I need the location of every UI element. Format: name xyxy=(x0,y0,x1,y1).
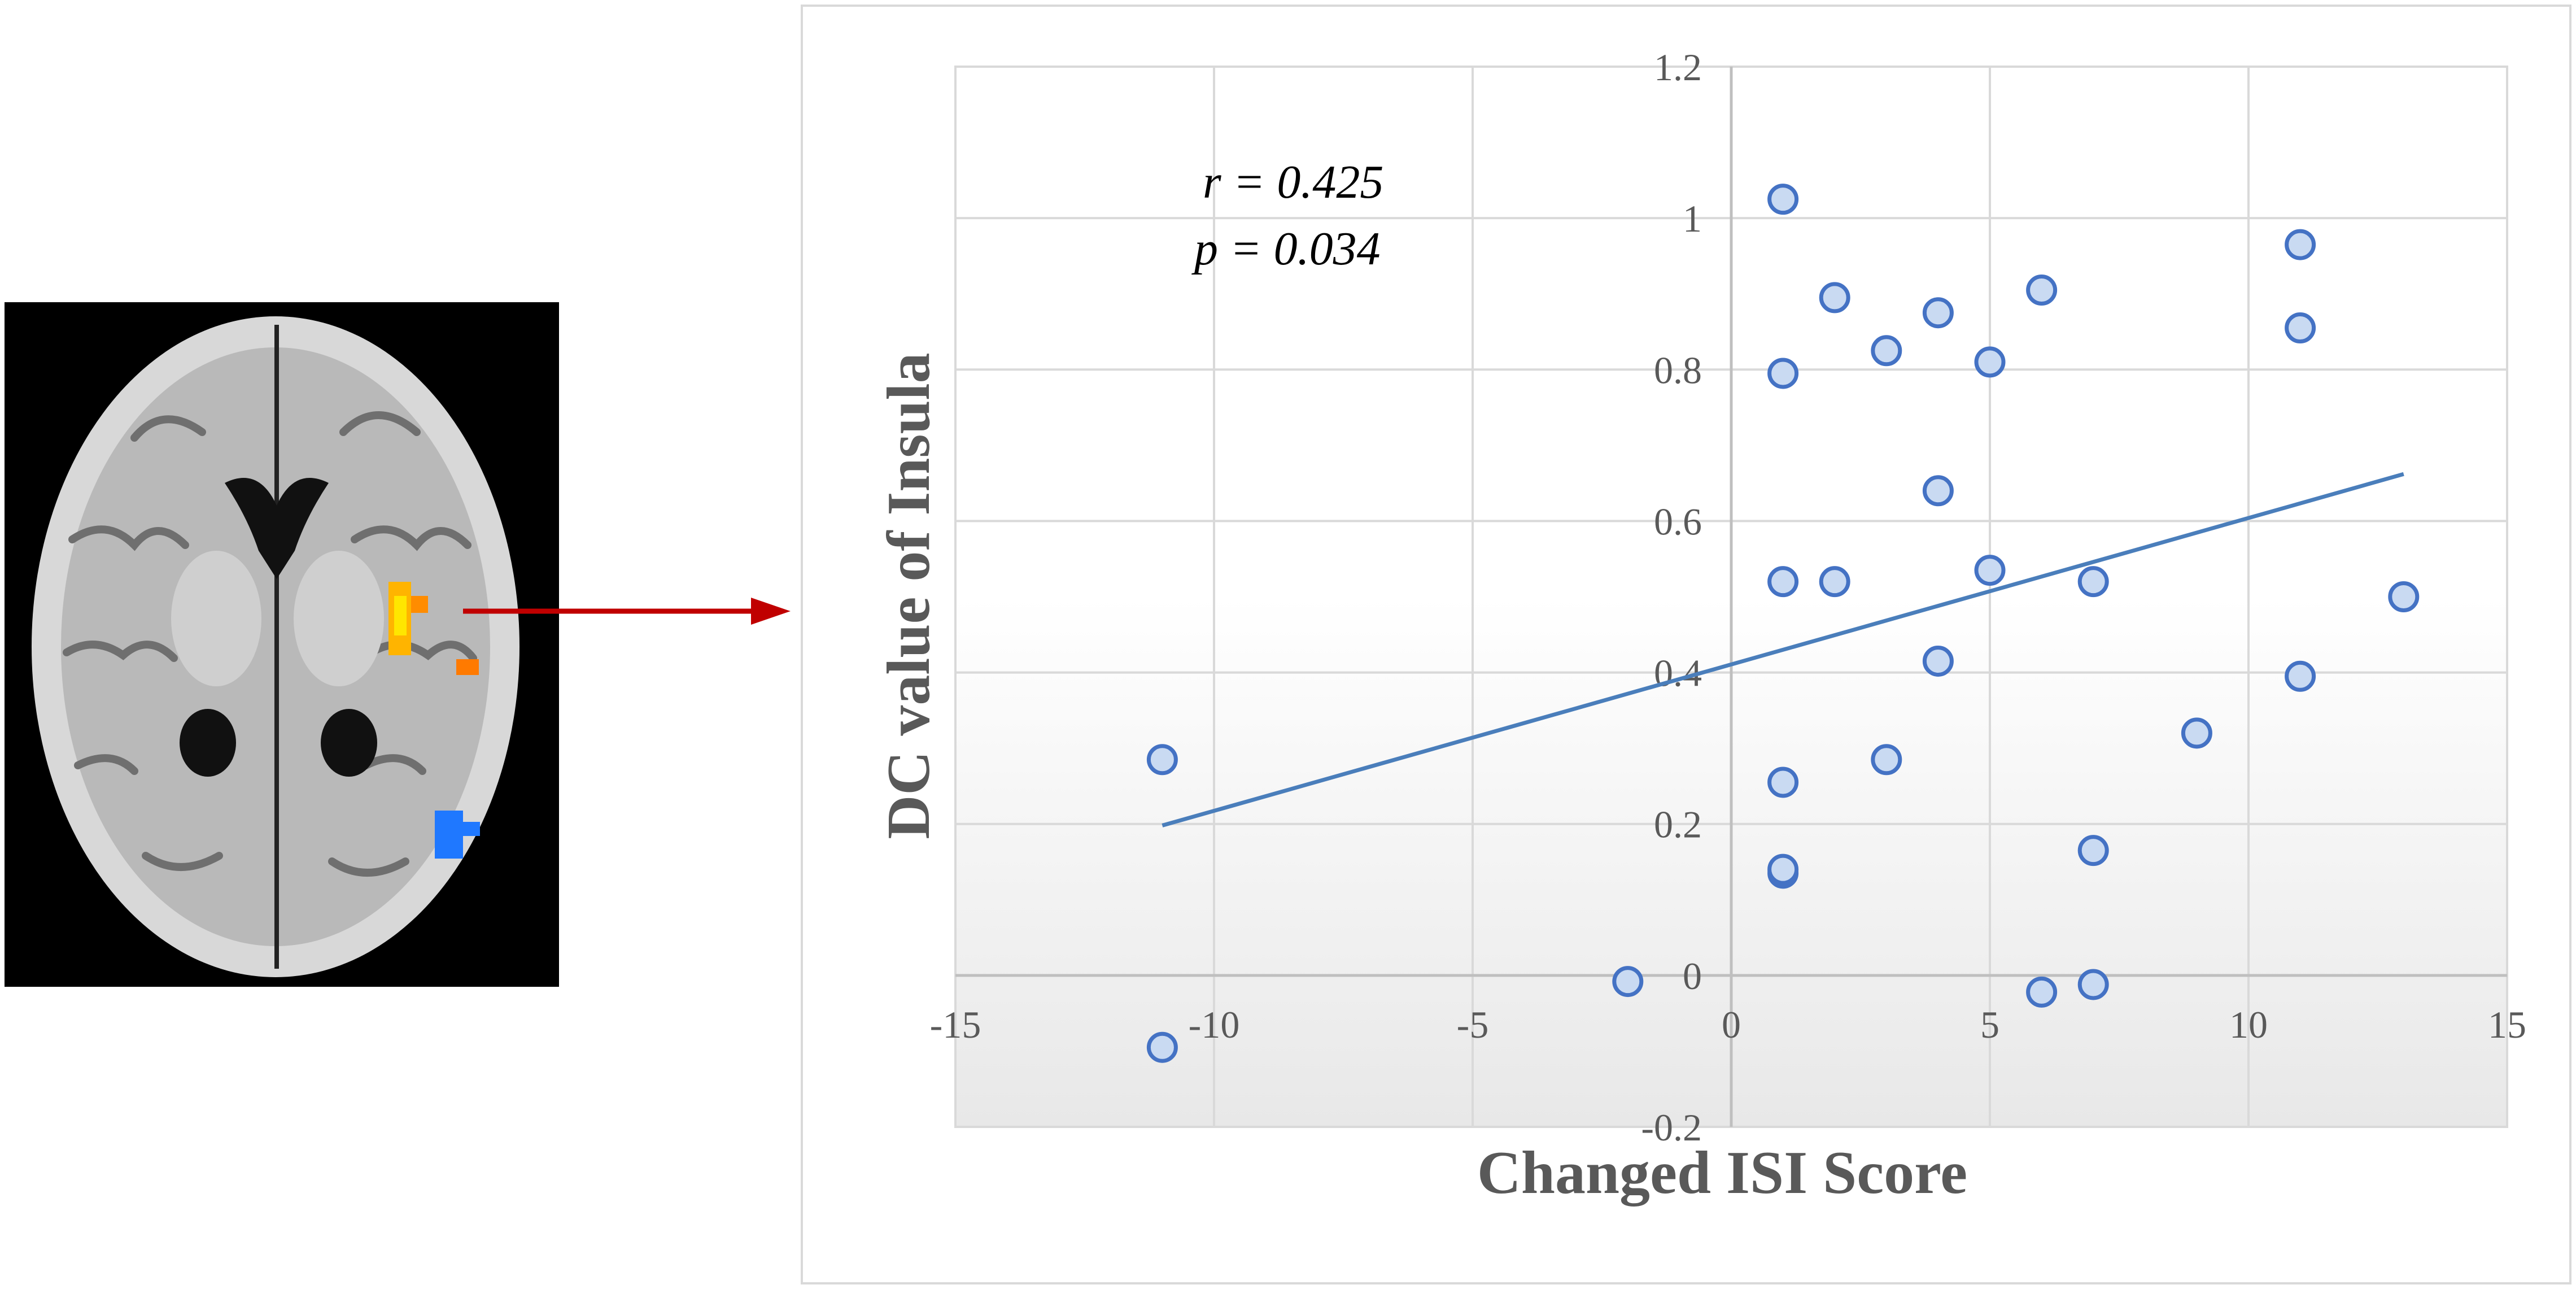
y-tick-label: -0.2 xyxy=(1641,1106,1702,1149)
posterior-ventricle-right xyxy=(321,709,377,777)
pointer-arrow-icon xyxy=(463,598,791,625)
right-thalamus xyxy=(294,551,384,686)
stat-p: p = 0.034 xyxy=(1191,223,1381,275)
data-point xyxy=(1819,282,1850,313)
trendline xyxy=(1162,472,2404,828)
x-tick-label: -15 xyxy=(930,1003,981,1046)
occipital-activation-cool xyxy=(435,811,480,859)
data-point xyxy=(1974,346,2006,378)
x-axis-tick-labels: -15 -10 -5 0 5 10 15 xyxy=(930,1003,2526,1046)
data-point xyxy=(1871,744,1902,776)
data-point xyxy=(2077,835,2109,866)
lateral-ventricles xyxy=(225,478,329,579)
x-tick-label: -5 xyxy=(1457,1003,1489,1046)
left-thalamus xyxy=(171,551,261,686)
x-tick-label: 5 xyxy=(1980,1003,1999,1046)
x-tick-label: -10 xyxy=(1189,1003,1240,1046)
data-point xyxy=(1767,184,1799,215)
axes xyxy=(955,67,2507,1127)
data-point xyxy=(2077,969,2109,1000)
data-point xyxy=(1767,358,1799,389)
x-tick-label: 0 xyxy=(1722,1003,1741,1046)
trendline-group xyxy=(1162,472,2404,828)
brain-image-panel xyxy=(5,302,559,987)
brain-axial-slice-icon xyxy=(32,316,519,977)
data-point xyxy=(2285,229,2316,260)
secondary-activation-warm xyxy=(456,659,479,675)
x-tick-label: 15 xyxy=(2488,1003,2526,1046)
data-point xyxy=(1767,853,1799,885)
insula-activation-edge xyxy=(411,596,428,613)
posterior-ventricle xyxy=(180,709,236,777)
data-point xyxy=(1871,335,1902,367)
data-point xyxy=(2077,566,2109,598)
y-tick-label: 1.2 xyxy=(1654,46,1702,89)
y-tick-label: 0 xyxy=(1683,955,1702,998)
data-point xyxy=(2026,275,2058,306)
insula-activation-core xyxy=(394,596,407,635)
y-tick-label: 1 xyxy=(1683,197,1702,240)
data-point xyxy=(1767,767,1799,798)
data-point xyxy=(1922,475,1954,507)
y-tick-label: 0.6 xyxy=(1654,500,1702,543)
data-point xyxy=(1612,966,1644,998)
data-point xyxy=(1146,744,1178,776)
data-point xyxy=(2026,976,2058,1008)
data-point xyxy=(2181,717,2212,749)
data-point xyxy=(2285,660,2316,692)
stat-r: r = 0.425 xyxy=(1203,156,1383,208)
arrow-head xyxy=(751,598,791,625)
data-point xyxy=(1922,297,1954,329)
y-tick-label: 0.2 xyxy=(1654,803,1702,846)
data-point xyxy=(1819,566,1850,598)
y-tick-label: 0.8 xyxy=(1654,349,1702,391)
x-axis-title: Changed ISI Score xyxy=(1477,1139,1967,1207)
cortical-gyri xyxy=(63,411,477,877)
x-tick-label: 10 xyxy=(2229,1003,2268,1046)
y-axis-tick-labels: -0.200.20.40.60.811.2 xyxy=(1641,46,1702,1149)
data-point xyxy=(1974,555,2006,586)
data-point xyxy=(1146,1031,1178,1063)
data-point xyxy=(2285,312,2316,344)
data-point xyxy=(2388,581,2420,612)
data-points xyxy=(1146,184,2420,1063)
y-axis-title: DC value of Insula xyxy=(875,352,942,839)
data-point xyxy=(1767,566,1799,598)
data-point xyxy=(1922,645,1954,677)
